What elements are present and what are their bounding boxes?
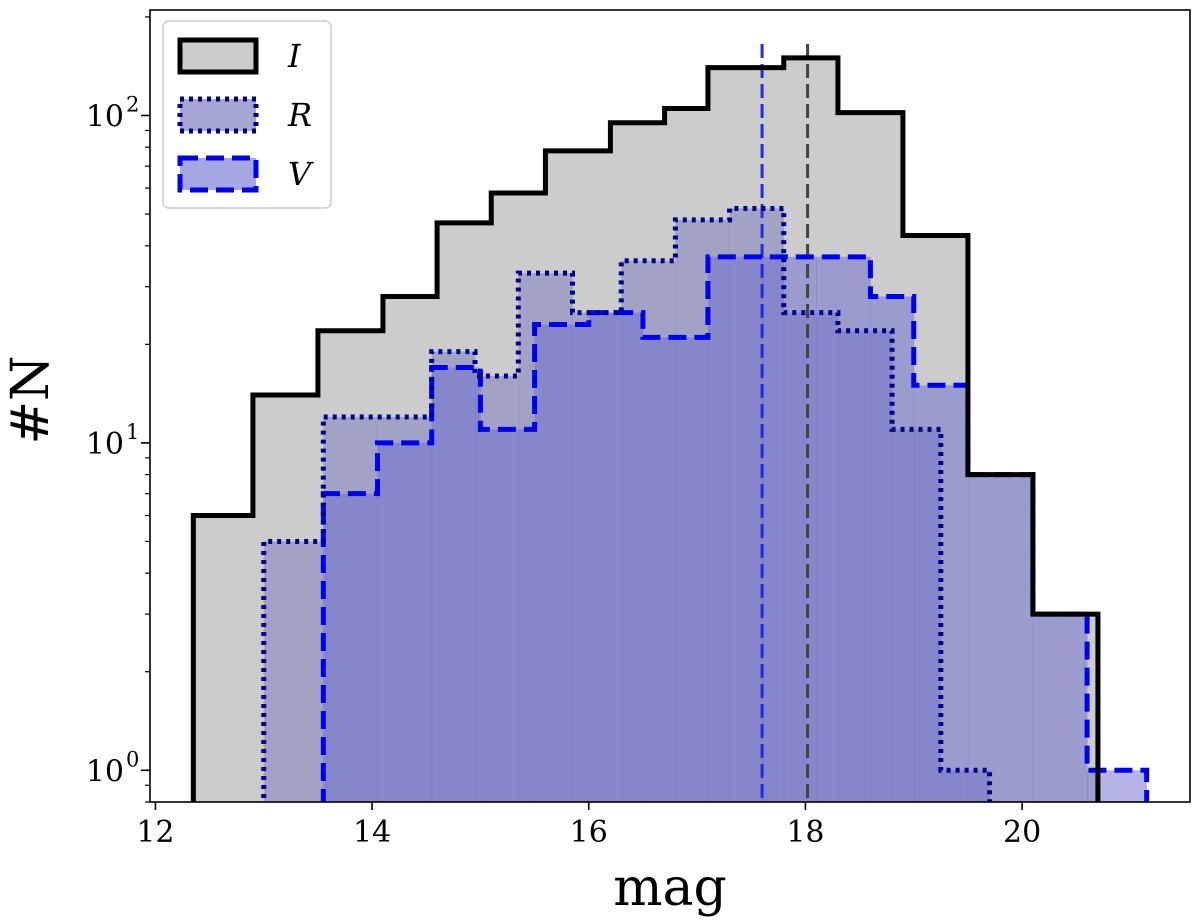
legend-entry-r: R xyxy=(177,96,312,134)
bar-i-0 xyxy=(193,515,254,802)
outline-i xyxy=(190,55,1101,802)
bar-v-9 xyxy=(816,256,871,802)
histogram-bars-layer xyxy=(193,57,1148,802)
legend-label-i: I xyxy=(287,37,302,75)
bar-v-5 xyxy=(588,312,644,802)
legend-label-r: R xyxy=(287,96,312,134)
y-tick-label-10: 10 xyxy=(86,427,124,462)
legend-entry-v: V xyxy=(177,155,314,193)
bar-v-3 xyxy=(480,429,535,802)
legend-label-v: V xyxy=(288,155,314,193)
bar-v-10 xyxy=(870,296,915,802)
histogram-outlines-layer xyxy=(190,55,1150,802)
bar-v-13 xyxy=(1032,614,1088,802)
x-axis-ticks: 12 14 16 18 20 xyxy=(136,802,1041,850)
series-v-bars xyxy=(323,256,1148,802)
bar-v-4 xyxy=(534,324,590,802)
y-tick-exponent-100: 2 xyxy=(126,92,139,116)
legend-swatch-i xyxy=(177,37,259,75)
x-tick-label-16: 16 xyxy=(570,815,608,850)
bar-v-6 xyxy=(642,337,709,802)
legend-entry-i: I xyxy=(177,37,302,75)
bar-v-2 xyxy=(431,367,481,802)
y-tick-label-100: 10 xyxy=(86,99,124,134)
legend-swatch-v xyxy=(177,155,259,193)
y-tick-exponent-10: 1 xyxy=(126,420,139,444)
bar-r-0 xyxy=(263,541,324,802)
bar-v-0 xyxy=(323,493,378,802)
plot-frame xyxy=(149,9,1191,803)
x-tick-label-12: 12 xyxy=(136,815,174,850)
bar-v-12 xyxy=(967,474,1034,802)
y-tick-exponent-1: 0 xyxy=(126,747,139,771)
x-tick-label-14: 14 xyxy=(353,815,391,850)
bar-v-1 xyxy=(377,442,433,802)
median-lines-layer xyxy=(760,44,810,802)
x-tick-label-18: 18 xyxy=(786,815,824,850)
y-axis-label: #N xyxy=(1,355,61,444)
legend: I R V xyxy=(162,20,332,209)
legend-swatch-r xyxy=(177,96,259,134)
bar-v-7 xyxy=(707,256,763,802)
x-tick-label-20: 20 xyxy=(1003,815,1041,850)
y-tick-label-1: 10 xyxy=(86,754,124,789)
x-axis-label: mag xyxy=(613,858,727,918)
